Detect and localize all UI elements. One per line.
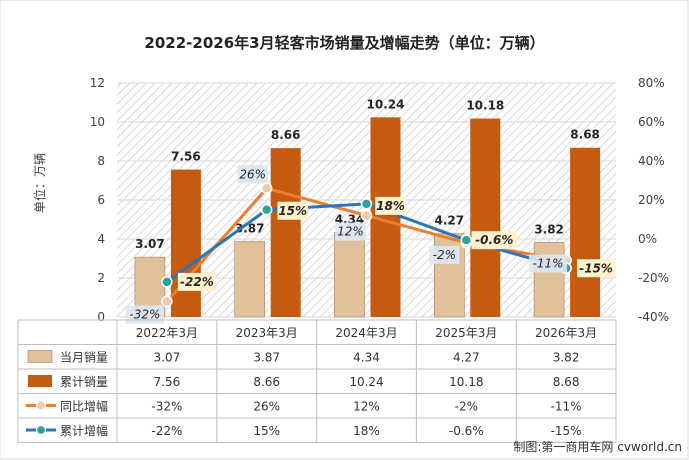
cumulative-growth-data-label: 18% xyxy=(376,199,405,213)
yoy-data-label: 12% xyxy=(337,225,364,239)
growth-label-box xyxy=(429,245,460,264)
y-tick-label: 2 xyxy=(97,271,105,285)
y-tick-label: 0 xyxy=(97,310,105,324)
table-cell: 4.27 xyxy=(453,351,480,365)
table-cell: 12% xyxy=(353,400,380,414)
bar-cumulative-sales xyxy=(570,147,601,317)
growth-label-box xyxy=(471,231,518,250)
table-cell: 18% xyxy=(353,424,380,438)
marker-yoy xyxy=(260,182,273,195)
y-axis-title: 单位：万辆 xyxy=(32,153,47,213)
category-label: 2026年3月 xyxy=(535,326,597,340)
growth-label-box xyxy=(529,254,568,273)
bar-data-label: 3.07 xyxy=(135,237,165,251)
y-tick-label: 8 xyxy=(97,154,105,168)
yoy-data-label: -2% xyxy=(433,248,456,262)
table-cell: 8.68 xyxy=(553,375,580,389)
bar-data-label: 3.82 xyxy=(534,223,564,237)
table-cell: -32% xyxy=(151,400,182,414)
y-axis-left-labels: 0 2 4 6 8 10 12 xyxy=(90,76,105,324)
marker-cumulative xyxy=(360,198,373,210)
table-cell: -22% xyxy=(151,424,182,438)
y2-tick-label: 20% xyxy=(638,193,665,207)
bar-monthly-sales xyxy=(334,232,365,318)
cumulative-growth-data-label: 15% xyxy=(278,204,307,218)
bar-data-label: 10.18 xyxy=(466,98,504,112)
bar-cumulative-sales xyxy=(170,169,201,317)
growth-label-box xyxy=(177,272,216,291)
legend-key xyxy=(27,350,53,363)
y-tick-label: 10 xyxy=(90,115,105,129)
y2-tick-label: -40% xyxy=(638,310,669,324)
category-label: 2023年3月 xyxy=(236,326,298,340)
legend-key xyxy=(28,375,52,387)
growth-label-box xyxy=(375,196,406,215)
growth-label-box xyxy=(277,201,308,220)
y2-tick-label: 80% xyxy=(638,76,665,90)
yoy-data-label: -11% xyxy=(533,256,564,270)
legend-label: 累计销量 xyxy=(60,375,108,389)
table-cell: 15% xyxy=(253,424,280,438)
table-cell: -2% xyxy=(455,400,478,414)
table-cell: -0.6% xyxy=(449,424,484,438)
bar-data-label: 8.66 xyxy=(271,128,301,142)
bar-data-label: 3.87 xyxy=(235,222,265,236)
table-cell: 3.07 xyxy=(154,351,181,365)
legend-label: 当月销量 xyxy=(60,351,108,365)
growth-label-box xyxy=(237,165,268,184)
table-cell: 8.66 xyxy=(253,375,280,389)
legend-label: 同比增幅 xyxy=(60,399,108,414)
growth-label-box xyxy=(335,222,366,241)
marker-yoy xyxy=(360,209,373,222)
table-cell: -11% xyxy=(551,400,582,414)
table-cell: 10.18 xyxy=(449,375,483,389)
legend-label: 累计增幅 xyxy=(60,423,108,438)
source-credit: 制图:第一商用车网 cvworld.cn xyxy=(513,439,682,454)
marker-yoy xyxy=(161,295,173,308)
cumulative-growth-data-label: -22% xyxy=(180,275,214,289)
y2-tick-label: -20% xyxy=(638,271,669,285)
y-tick-label: 4 xyxy=(97,232,105,246)
legend-key-marker xyxy=(35,424,47,436)
marker-cumulative xyxy=(260,204,273,216)
growth-label-box xyxy=(125,305,164,324)
bar-data-label: 10.24 xyxy=(367,97,405,111)
lines: -32% 26% 12% -2% -11% -22% 15% 18% -0.6% -15% xyxy=(125,165,616,324)
table-cell: 3.82 xyxy=(553,351,580,365)
bar-cumulative-sales xyxy=(270,148,301,317)
bar-monthly-sales xyxy=(533,242,565,318)
yoy-data-label: 26% xyxy=(239,167,266,181)
table-cell: 3.87 xyxy=(253,351,280,365)
cumulative-growth-data-label: -15% xyxy=(579,261,613,275)
cumulative-growth-data-label: -0.6% xyxy=(475,233,513,247)
bar-data-label: 8.68 xyxy=(570,128,600,142)
table-cell: 7.56 xyxy=(154,375,181,389)
y2-tick-label: 0% xyxy=(638,232,657,246)
legend-key-marker xyxy=(35,400,47,411)
category-label: 2024年3月 xyxy=(335,326,397,340)
marker-cumulative xyxy=(460,234,473,246)
y-axis-right-labels: -40% -20% 0% 20% 40% 60% 80% xyxy=(638,76,669,324)
table-cell: 26% xyxy=(253,400,280,414)
y-tick-label: 12 xyxy=(90,76,105,90)
chart-title: 2022-2026年3月轻客市场销量及增幅走势（单位：万辆） xyxy=(144,34,544,52)
y2-tick-label: 40% xyxy=(638,154,665,168)
y-tick-label: 6 xyxy=(97,193,105,207)
marker-cumulative xyxy=(161,276,173,288)
table-cell: 4.34 xyxy=(353,351,380,365)
yoy-data-label: -32% xyxy=(129,307,160,321)
growth-label-box xyxy=(577,259,616,278)
bar-data-label: 7.56 xyxy=(171,150,201,164)
bar-cumulative-sales xyxy=(470,118,501,318)
category-label: 2022年3月 xyxy=(136,326,198,340)
table-cell: -15% xyxy=(551,424,582,438)
bar-monthly-sales xyxy=(234,241,265,318)
y2-tick-label: 60% xyxy=(638,115,665,129)
bar-data-label: 4.27 xyxy=(434,214,464,228)
category-label: 2025年3月 xyxy=(435,326,497,340)
table-cell: 10.24 xyxy=(349,375,383,389)
